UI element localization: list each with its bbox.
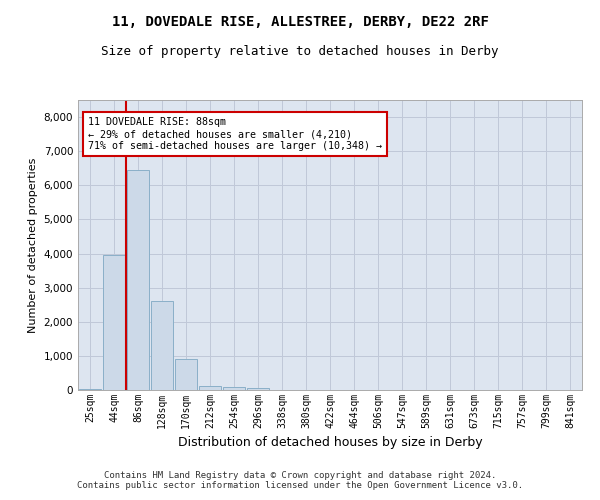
Text: 11, DOVEDALE RISE, ALLESTREE, DERBY, DE22 2RF: 11, DOVEDALE RISE, ALLESTREE, DERBY, DE2… (112, 15, 488, 29)
Bar (199, 386, 221, 390)
Bar (151, 302, 173, 390)
Y-axis label: Number of detached properties: Number of detached properties (28, 158, 38, 332)
Text: Size of property relative to detached houses in Derby: Size of property relative to detached ho… (101, 45, 499, 58)
Bar (127, 170, 149, 390)
X-axis label: Distribution of detached houses by size in Derby: Distribution of detached houses by size … (178, 436, 482, 450)
Bar (79, 389, 101, 390)
Bar (247, 388, 269, 390)
Text: Contains HM Land Registry data © Crown copyright and database right 2024.
Contai: Contains HM Land Registry data © Crown c… (77, 470, 523, 490)
Text: 11 DOVEDALE RISE: 88sqm
← 29% of detached houses are smaller (4,210)
71% of semi: 11 DOVEDALE RISE: 88sqm ← 29% of detache… (88, 118, 382, 150)
Bar (175, 360, 197, 390)
Bar (223, 388, 245, 390)
Bar (103, 255, 125, 390)
